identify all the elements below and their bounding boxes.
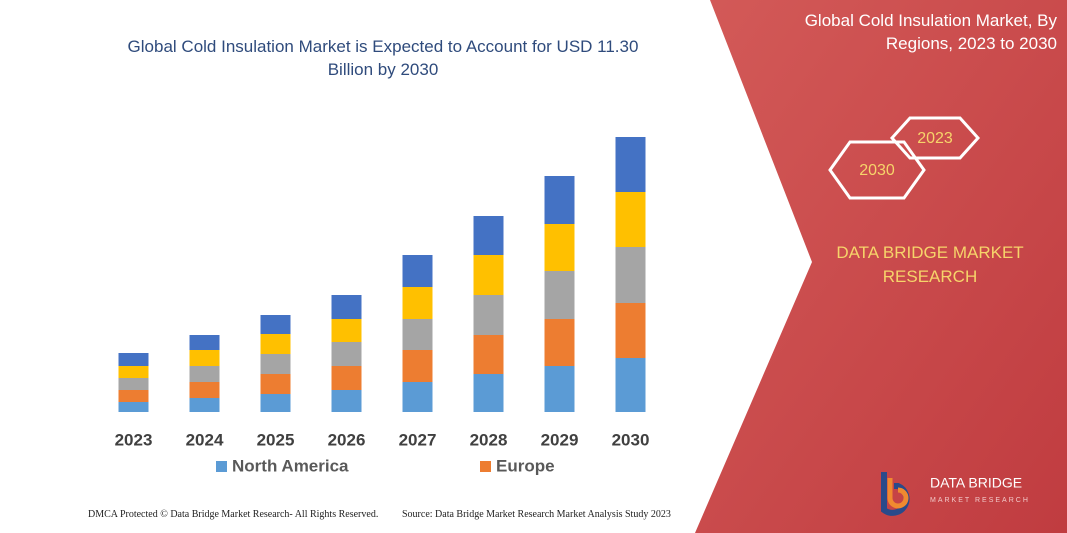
bar-segment	[402, 255, 433, 287]
hexagon	[889, 116, 981, 160]
logo-subtext: MARKET RESEARCH	[930, 497, 1030, 504]
bar-segment	[402, 319, 433, 350]
bar-segment	[402, 382, 433, 412]
bar-segment	[189, 398, 220, 412]
bar-segment	[402, 287, 433, 319]
bar-segment	[615, 247, 646, 303]
brand-text: DATA BRIDGE MARKET RESEARCH	[836, 243, 1024, 286]
bar-segment	[544, 176, 575, 224]
legend-label: North America	[232, 456, 349, 475]
x-tick-label: 2024	[186, 430, 224, 449]
legend-label: Europe	[496, 456, 555, 475]
footer-source: Source: Data Bridge Market Research Mark…	[402, 509, 671, 520]
x-tick-label: 2030	[612, 430, 650, 449]
bar-segment	[260, 334, 291, 354]
x-tick-label: 2028	[470, 430, 508, 449]
x-tick-label: 2025	[257, 430, 295, 449]
hexagon	[828, 140, 926, 200]
bar-segment	[189, 350, 220, 366]
bar-segment	[189, 382, 220, 398]
bar-segment	[260, 374, 291, 394]
bar-segment	[473, 216, 504, 255]
bar-segment	[118, 353, 149, 366]
bar-segment	[118, 378, 149, 390]
legend-swatch	[480, 461, 491, 472]
bar-segment	[118, 390, 149, 402]
x-tick-label: 2027	[399, 430, 437, 449]
bar-segment	[544, 224, 575, 271]
panel-title: Global Cold Insulation Market, By Region…	[804, 11, 1057, 53]
bar-segment	[544, 271, 575, 319]
bar-segment	[331, 366, 362, 390]
bar-segment	[615, 358, 646, 412]
bar-segment	[331, 319, 362, 342]
footer-note: DMCA Protected © Data Bridge Market Rese…	[88, 509, 379, 520]
logo-text: DATA BRIDGE	[930, 475, 1022, 491]
logo: DATA BRIDGE MARKET RESEARCH	[881, 472, 1030, 516]
bar-segment	[473, 335, 504, 374]
bar-segment	[473, 255, 504, 295]
bar-segment	[118, 366, 149, 378]
bar-segment	[544, 319, 575, 366]
bar-segment	[260, 354, 291, 374]
bar-segment	[473, 295, 504, 335]
bar-segment	[118, 402, 149, 412]
bar-segment	[615, 192, 646, 247]
bar-segment	[189, 366, 220, 382]
hexagon-label: 2030	[859, 162, 895, 179]
bar-segment	[473, 374, 504, 412]
bar-segment	[260, 315, 291, 334]
bar-segment	[615, 137, 646, 192]
bar-segment	[331, 295, 362, 319]
legend-swatch	[216, 461, 227, 472]
x-tick-label: 2026	[328, 430, 366, 449]
hexagon-label: 2023	[917, 130, 953, 147]
bar-segment	[544, 366, 575, 412]
chart-title: Global Cold Insulation Market is Expecte…	[127, 37, 639, 79]
bar-segment	[402, 350, 433, 382]
bar-segment	[189, 335, 220, 350]
bar-segment	[260, 394, 291, 412]
bar-segment	[331, 390, 362, 412]
bar-segment	[615, 303, 646, 358]
x-tick-label: 2023	[115, 430, 153, 449]
bar-segment	[331, 342, 362, 366]
x-tick-label: 2029	[541, 430, 579, 449]
